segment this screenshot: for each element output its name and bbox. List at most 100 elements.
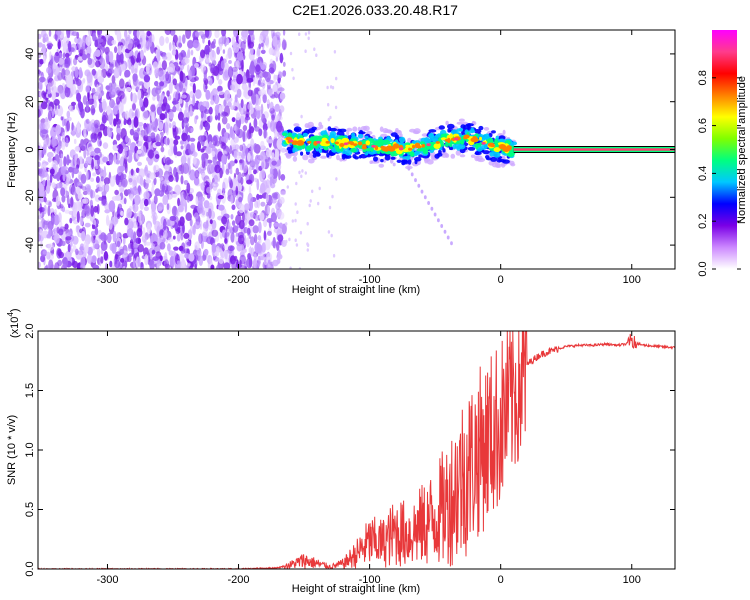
noise-blob (103, 251, 109, 261)
noise-blob (254, 64, 261, 75)
noise-blob (202, 229, 208, 237)
noise-blob (127, 119, 132, 126)
noise-blob (194, 169, 200, 179)
noise-blob (42, 33, 49, 42)
noise-blob (46, 251, 51, 260)
noise-blob (260, 49, 266, 54)
snr-frame (37, 330, 676, 570)
signal-blob (463, 124, 470, 130)
noise-blob (79, 264, 86, 269)
noise-blob (116, 144, 123, 149)
noise-blob (175, 65, 181, 72)
noise-blob (234, 255, 238, 262)
noise-blob (40, 129, 48, 135)
snr-y-tick-label: 1.0 (24, 442, 36, 457)
noise-blob (99, 123, 106, 131)
noise-blob (106, 125, 111, 137)
noise-blob (116, 127, 122, 134)
noise-blob (234, 144, 240, 150)
noise-blob (172, 126, 179, 136)
noise-blob (80, 173, 87, 184)
noise-blob (119, 78, 125, 89)
noise-blob (198, 31, 205, 36)
signal-blob (412, 144, 416, 149)
noise-blob (269, 101, 274, 112)
noise-blob (214, 164, 221, 174)
spectral-speck (307, 36, 310, 41)
signal-blob (507, 150, 516, 156)
signal-blob (456, 145, 461, 151)
noise-blob (116, 240, 121, 248)
spectral-speck (335, 177, 338, 181)
signal-track (281, 118, 518, 170)
noise-blob (73, 57, 78, 66)
noise-blob (228, 221, 231, 231)
noise-blob (158, 70, 165, 82)
noise-blob (194, 241, 200, 251)
spectrogram-x-axis-label: Height of straight line (km) (292, 284, 420, 296)
spectrogram-x-tick-label: -200 (228, 274, 250, 286)
noise-blob (149, 172, 156, 180)
noise-blob (185, 30, 192, 39)
noise-blob (225, 54, 229, 60)
signal-blob (380, 158, 384, 163)
noise-blob (108, 82, 113, 93)
spectrogram-y-tick-label: -20 (24, 189, 36, 205)
spectral-speck (289, 51, 293, 56)
spectral-speck (304, 49, 307, 53)
noise-blob (189, 110, 194, 117)
noise-blob (222, 150, 227, 155)
noise-blob (150, 132, 156, 139)
noise-blob (84, 184, 92, 192)
noise-blob (132, 73, 138, 82)
noise-blob (128, 149, 132, 157)
noise-blob (109, 176, 116, 187)
noise-blob (60, 90, 66, 100)
noise-blob (187, 49, 191, 59)
noise-blob (66, 110, 71, 119)
noise-blob (254, 126, 260, 132)
noise-blob (145, 179, 152, 184)
noise-blob (75, 200, 82, 212)
spectral-speck (440, 224, 444, 228)
noise-blob (196, 250, 202, 256)
noise-blob (39, 211, 42, 218)
noise-blob (263, 128, 267, 139)
noise-blob (257, 255, 261, 267)
noise-blob (129, 128, 135, 136)
noise-blob (107, 114, 114, 123)
noise-blob (205, 54, 210, 63)
noise-blob (109, 260, 113, 268)
noise-blob (222, 250, 230, 260)
noise-blob (273, 227, 281, 234)
spectrogram-y-ticks: -40 -20 0 20 40 (24, 48, 675, 253)
noise-blob (61, 131, 66, 142)
spectral-speck (295, 243, 299, 247)
noise-blob (220, 243, 225, 250)
signal-blob (366, 150, 371, 154)
signal-blob (460, 139, 464, 145)
noise-blob (241, 172, 245, 177)
noise-blob (59, 204, 64, 209)
noise-blob (262, 30, 269, 37)
noise-blob (78, 67, 83, 79)
signal-blob (447, 123, 455, 130)
noise-blob (81, 53, 87, 61)
noise-blob (230, 214, 234, 220)
signal-blob (424, 158, 428, 164)
noise-blob (148, 149, 154, 159)
noise-blob (275, 202, 281, 211)
signal-blob (336, 154, 340, 161)
noise-blob (277, 193, 281, 200)
noise-blob (98, 38, 104, 43)
noise-blob (130, 168, 134, 176)
noise-blob (68, 166, 74, 173)
noise-blob (54, 234, 60, 244)
noise-blob (100, 176, 104, 182)
noise-blob (194, 31, 200, 37)
spectral-speck (423, 195, 427, 200)
noise-blob (143, 206, 149, 212)
signal-blob (310, 138, 314, 144)
signal-blob (360, 126, 368, 131)
noise-blob (108, 68, 115, 74)
